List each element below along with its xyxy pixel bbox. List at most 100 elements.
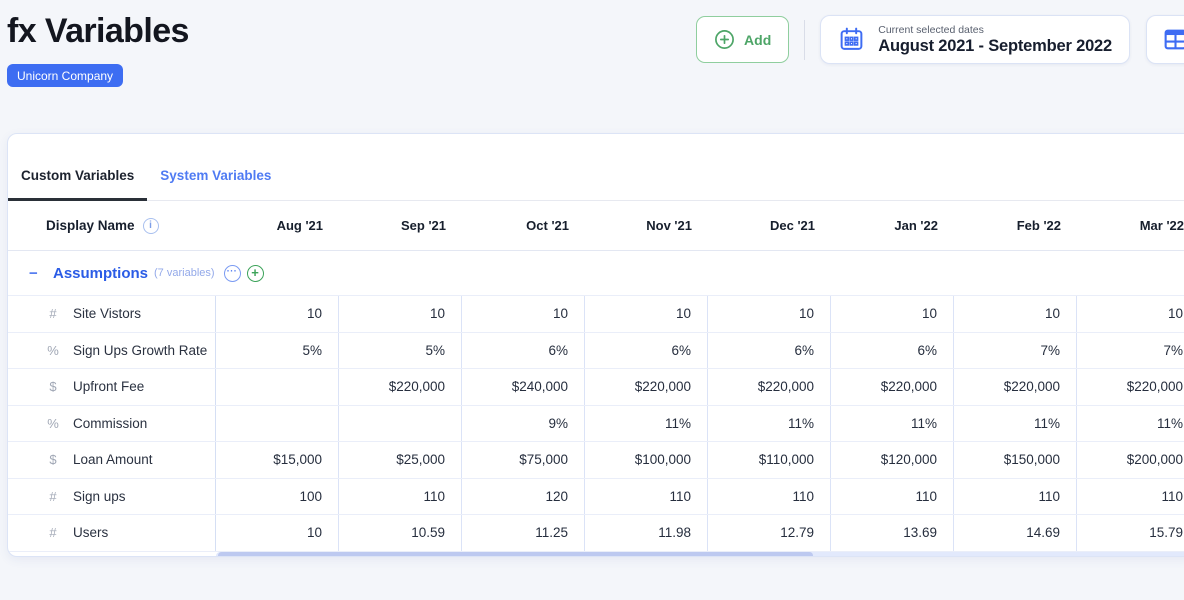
value-cell[interactable]: 11% (585, 405, 708, 441)
value-cell[interactable]: $110,000 (708, 442, 831, 478)
more-options-icon[interactable]: ··· (223, 264, 241, 282)
percent-type-icon: % (47, 415, 59, 431)
display-name-header: Display Name i (8, 217, 216, 234)
toolbar: Add (696, 15, 1184, 64)
value-cell[interactable]: 10 (708, 296, 831, 332)
month-headers: Aug '21 Sep '21 Oct '21 Nov '21 Dec '21 Jan '… (216, 218, 1184, 233)
row-label[interactable]: # Site Vistors (8, 296, 216, 332)
value-cell[interactable]: 10 (1077, 296, 1184, 332)
info-icon[interactable]: i (142, 217, 159, 234)
value-cell[interactable]: 9% (462, 405, 585, 441)
collapse-icon[interactable]: − (29, 264, 38, 282)
value-cell[interactable]: $120,000 (831, 442, 954, 478)
row-name: Upfront Fee (73, 379, 145, 395)
add-variable-icon[interactable]: + (246, 264, 264, 282)
number-type-icon: # (49, 525, 57, 541)
value-cell[interactable]: 7% (1077, 333, 1184, 369)
value-cell[interactable]: $15,000 (216, 442, 339, 478)
value-cell[interactable]: 10 (216, 296, 339, 332)
value-cell[interactable] (216, 369, 339, 405)
value-cell[interactable]: $220,000 (1077, 369, 1184, 405)
horizontal-scrollbar[interactable] (216, 551, 1184, 556)
value-cell[interactable]: 12.79 (708, 515, 831, 551)
row-name: Users (73, 525, 109, 541)
value-cell[interactable]: $200,000 (1077, 442, 1184, 478)
row-label[interactable]: % Commission (8, 405, 216, 441)
scrollbar-thumb[interactable] (218, 552, 813, 556)
value-cell[interactable]: $240,000 (462, 369, 585, 405)
date-range-button[interactable]: Current selected dates August 2021 - Sep… (820, 15, 1130, 64)
value-cell[interactable]: 7% (954, 332, 1077, 368)
currency-type-icon: $ (49, 379, 57, 395)
row-name: Commission (73, 415, 148, 431)
value-cell[interactable]: 5% (339, 332, 462, 368)
display-name-label: Display Name (46, 218, 135, 233)
column-header: Mar '22 (1139, 218, 1184, 233)
table-header-row: Display Name i Aug '21 Sep '21 Oct '21 Nov … (8, 201, 1184, 251)
value-cell[interactable]: 10 (462, 296, 585, 332)
value-cell[interactable]: 110 (1077, 479, 1184, 515)
value-cell[interactable]: 15.79 (1077, 515, 1184, 551)
column-header: Oct '21 (526, 218, 569, 233)
value-cell[interactable]: 11% (831, 405, 954, 441)
value-cell[interactable]: $220,000 (339, 369, 462, 405)
tab-custom-variables[interactable]: Custom Variables (8, 168, 148, 201)
value-cell[interactable]: 10 (339, 296, 462, 332)
value-cell[interactable]: 5% (216, 332, 339, 368)
value-cell[interactable]: 6% (462, 332, 585, 368)
value-cell[interactable]: 110 (954, 478, 1077, 514)
currency-type-icon: $ (49, 452, 57, 468)
add-button[interactable]: Add (696, 16, 790, 63)
value-cell[interactable]: 11% (954, 405, 1077, 441)
value-cell[interactable]: 13.69 (831, 515, 954, 551)
value-cell[interactable]: $100,000 (585, 442, 708, 478)
company-badge: Unicorn Company (7, 64, 124, 87)
value-cell[interactable]: $150,000 (954, 442, 1077, 478)
value-cell[interactable]: 110 (708, 478, 831, 514)
row-name: Sign Ups Growth Rate (73, 342, 208, 358)
column-header: Aug '21 (276, 218, 323, 233)
value-cell[interactable]: 6% (708, 332, 831, 368)
row-name: Sign ups (73, 488, 126, 504)
value-cell[interactable]: $220,000 (585, 369, 708, 405)
row-label[interactable]: # Sign ups (8, 478, 216, 514)
row-label[interactable]: $ Upfront Fee (8, 369, 216, 405)
value-cell[interactable] (216, 405, 339, 441)
value-cell[interactable]: 6% (831, 332, 954, 368)
row-label[interactable]: $ Loan Amount (8, 442, 216, 478)
value-cell[interactable] (339, 405, 462, 441)
value-cell[interactable]: 10 (954, 296, 1077, 332)
value-cell[interactable]: 10 (216, 515, 339, 551)
value-cell[interactable]: 11% (1077, 406, 1184, 442)
value-cell[interactable]: 14.69 (954, 515, 1077, 551)
value-cell[interactable]: 120 (462, 478, 585, 514)
value-cell[interactable]: $220,000 (831, 369, 954, 405)
value-cell[interactable]: 10 (831, 296, 954, 332)
page-header: fx Variables Unicorn Company Add (0, 0, 1184, 87)
value-cell[interactable]: $220,000 (954, 369, 1077, 405)
value-cell[interactable]: 110 (339, 478, 462, 514)
value-cell[interactable]: 6% (585, 332, 708, 368)
value-cell[interactable]: 100 (216, 478, 339, 514)
value-cell[interactable]: 10 (585, 296, 708, 332)
row-label[interactable]: # Users (8, 515, 216, 551)
value-cell[interactable]: 11.25 (462, 515, 585, 551)
value-cell[interactable]: 110 (831, 478, 954, 514)
toolbar-divider (804, 19, 806, 60)
column-settings-button[interactable] (1146, 15, 1184, 64)
plus-circle-icon (714, 29, 735, 50)
column-header: Jan '22 (894, 218, 938, 233)
tab-system-variables[interactable]: System Variables (160, 168, 272, 183)
value-cell[interactable]: 110 (585, 478, 708, 514)
value-cell[interactable]: $25,000 (339, 442, 462, 478)
value-cell[interactable]: $75,000 (462, 442, 585, 478)
table-columns-icon (1162, 26, 1184, 53)
value-cell[interactable]: 11% (708, 405, 831, 441)
row-label[interactable]: % Sign Ups Growth Rate (8, 332, 216, 368)
value-cell[interactable]: 11.98 (585, 515, 708, 551)
group-name[interactable]: Assumptions (53, 264, 149, 282)
table-row: # Sign ups 100 110 120 110 110 110 110 110 (8, 478, 1184, 515)
value-cell[interactable]: $220,000 (708, 369, 831, 405)
value-cell[interactable]: 10.59 (339, 515, 462, 551)
table-row: % Sign Ups Growth Rate 5% 5% 6% 6% 6% 6% 7% 7% (8, 332, 1184, 369)
